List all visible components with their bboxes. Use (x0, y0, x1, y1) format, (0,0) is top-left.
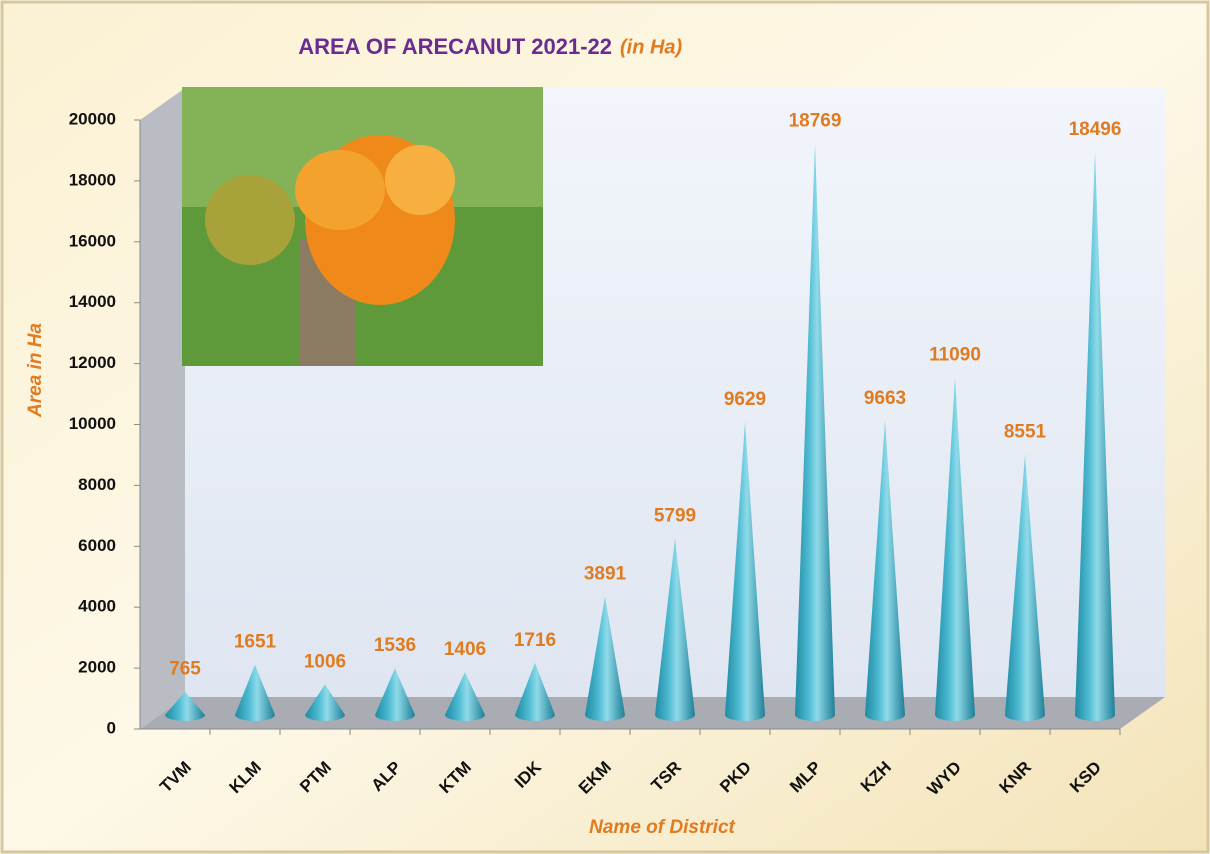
y-tick-label: 14000 (69, 292, 116, 311)
chart: AREA OF ARECANUT 2021-22 (in Ha) Area in… (0, 0, 1210, 854)
data-label: 1716 (514, 630, 556, 651)
chart-subtitle: (in Ha) (620, 36, 683, 58)
y-axis-label: Area in Ha (25, 323, 46, 418)
side-wall (140, 88, 185, 729)
data-label: 11090 (929, 344, 981, 365)
y-tick-label: 6000 (78, 536, 116, 555)
data-label: 18769 (789, 110, 842, 131)
data-label: 1536 (374, 635, 416, 656)
data-label: 5799 (654, 505, 696, 526)
y-tick-label: 18000 (69, 170, 116, 189)
data-label: 765 (169, 659, 201, 680)
chart-title: AREA OF ARECANUT 2021-22 (298, 34, 612, 59)
data-label: 9629 (724, 389, 766, 410)
y-tick-label: 12000 (69, 353, 116, 372)
y-tick-label: 16000 (69, 231, 116, 250)
y-tick-label: 2000 (78, 658, 116, 677)
x-axis-label: Name of District (589, 817, 735, 838)
y-tick-label: 20000 (69, 109, 116, 128)
data-label: 1406 (444, 639, 486, 660)
y-tick-label: 10000 (69, 414, 116, 433)
data-label: 1651 (234, 632, 277, 653)
y-tick-label: 4000 (78, 597, 116, 616)
data-label: 1006 (304, 651, 346, 672)
data-label: 8551 (1004, 422, 1047, 443)
data-label: 9663 (864, 388, 906, 409)
y-tick-label: 0 (107, 718, 116, 737)
y-tick-label: 8000 (78, 475, 116, 494)
data-label: 18496 (1069, 119, 1122, 140)
data-label: 3891 (584, 564, 627, 585)
photo (182, 87, 543, 366)
